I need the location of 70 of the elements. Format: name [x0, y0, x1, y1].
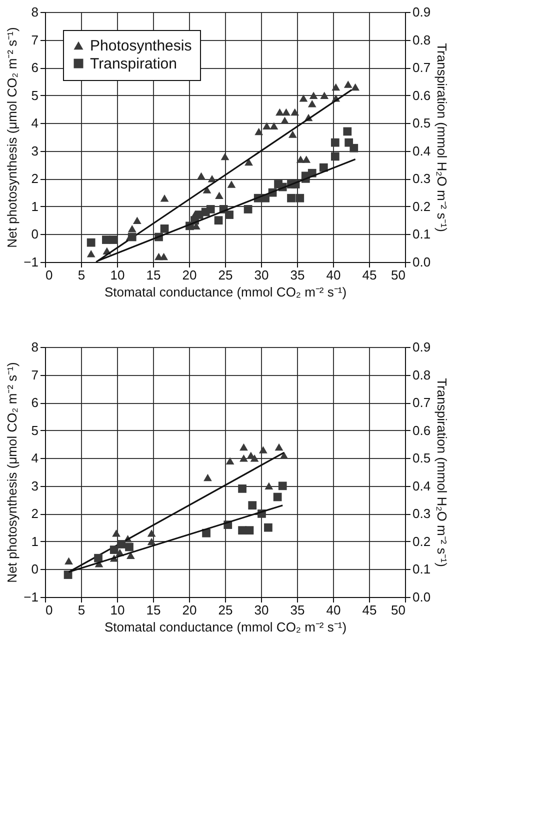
y2-tick-label: 0.5 — [412, 116, 431, 131]
x-axis-title: Stomatal conductance (mmol CO₂ m⁻² s⁻¹) — [104, 620, 347, 634]
y2-tick-label: 0.6 — [412, 422, 431, 438]
x-axis-title: Stomatal conductance (mmol CO₂ m⁻² s⁻¹) — [104, 284, 347, 300]
x-tick-label: 50 — [391, 268, 406, 282]
legend-label: Transpiration — [90, 56, 177, 72]
y-tick-label: 2 — [31, 171, 38, 186]
y-tick-label: 4 — [31, 450, 38, 466]
y-tick-label: 2 — [31, 506, 38, 522]
y2-tick-label: 0.3 — [412, 506, 431, 522]
legend-label: Photosynthesis — [90, 38, 192, 54]
y2-tick-label: 0.3 — [412, 171, 431, 186]
y-tick-label: 1 — [31, 534, 38, 549]
x-tick-label: 15 — [146, 268, 161, 282]
x-tick-label: 35 — [290, 602, 305, 618]
x-tick-label: 45 — [362, 268, 377, 282]
y-tick-label: 0 — [31, 562, 38, 577]
y2-tick-label: 0.5 — [412, 450, 431, 466]
x-tick-label: 40 — [326, 602, 341, 618]
x-tick-label: 20 — [182, 602, 197, 618]
y2-tick-label: 0.0 — [412, 590, 431, 604]
y2-tick-label: 0.0 — [412, 254, 431, 270]
y-tick-label: 5 — [31, 422, 38, 438]
y-tick-label: 4 — [31, 116, 38, 131]
x-tick-label: 5 — [78, 602, 86, 618]
y2-tick-label: 0.2 — [412, 198, 431, 214]
x-tick-label: 25 — [218, 268, 233, 282]
x-tick-label: 35 — [290, 268, 305, 282]
y2-tick-label: 0.9 — [412, 4, 431, 20]
y2-tick-label: 0.4 — [412, 478, 431, 494]
y2-tick-label: 0.9 — [412, 340, 431, 354]
y-tick-label: 6 — [31, 395, 38, 410]
y-axis-title: Net photosynthesis (μmol CO₂ m⁻² s⁻¹) — [4, 27, 20, 248]
x-tick-label: 30 — [254, 268, 269, 282]
x-tick-label: 45 — [362, 602, 377, 618]
y2-tick-label: 0.2 — [412, 534, 431, 549]
y-tick-label: 8 — [31, 340, 38, 354]
x-tick-label: 10 — [110, 602, 125, 618]
y2-tick-label: 0.8 — [412, 32, 431, 48]
y-axis-title: Net photosynthesis (μmol CO₂ m⁻² s⁻¹) — [4, 362, 20, 583]
y2-tick-label: 0.7 — [412, 395, 431, 410]
y-tick-label: 1 — [31, 198, 38, 214]
x-tick-label: 10 — [110, 268, 125, 282]
y-tick-label: 8 — [31, 4, 38, 20]
y2-axis-title: Transpiration (mmol H₂O m⁻² s⁻¹) — [434, 43, 450, 232]
x-tick-label: 20 — [182, 268, 197, 282]
x-tick-label: 30 — [254, 602, 269, 618]
y2-tick-label: 0.6 — [412, 88, 431, 103]
x-tick-label: 15 — [146, 602, 161, 618]
y-tick-label: −1 — [24, 590, 38, 604]
x-tick-label: 0 — [46, 602, 53, 618]
y2-axis-title: Transpiration (mmol H₂O m⁻² s⁻¹) — [434, 378, 450, 567]
y-tick-label: 3 — [31, 143, 38, 158]
y-tick-label: −1 — [24, 254, 38, 270]
y-tick-label: 3 — [31, 478, 38, 494]
x-tick-label: 40 — [326, 268, 341, 282]
y2-tick-label: 0.1 — [412, 562, 431, 577]
y2-tick-label: 0.4 — [412, 143, 431, 158]
y-tick-label: 6 — [31, 60, 38, 76]
y2-tick-label: 0.7 — [412, 60, 431, 76]
x-tick-label: 25 — [218, 602, 233, 618]
y2-tick-label: 0.1 — [412, 226, 431, 242]
x-tick-label: 0 — [46, 268, 53, 282]
y2-tick-label: 0.8 — [412, 367, 431, 382]
y-tick-label: 0 — [31, 226, 38, 242]
y-tick-label: 5 — [31, 88, 38, 103]
y-tick-label: 7 — [31, 32, 38, 48]
x-tick-label: 5 — [78, 268, 86, 282]
y-tick-label: 7 — [31, 367, 38, 382]
x-tick-label: 50 — [391, 602, 406, 618]
